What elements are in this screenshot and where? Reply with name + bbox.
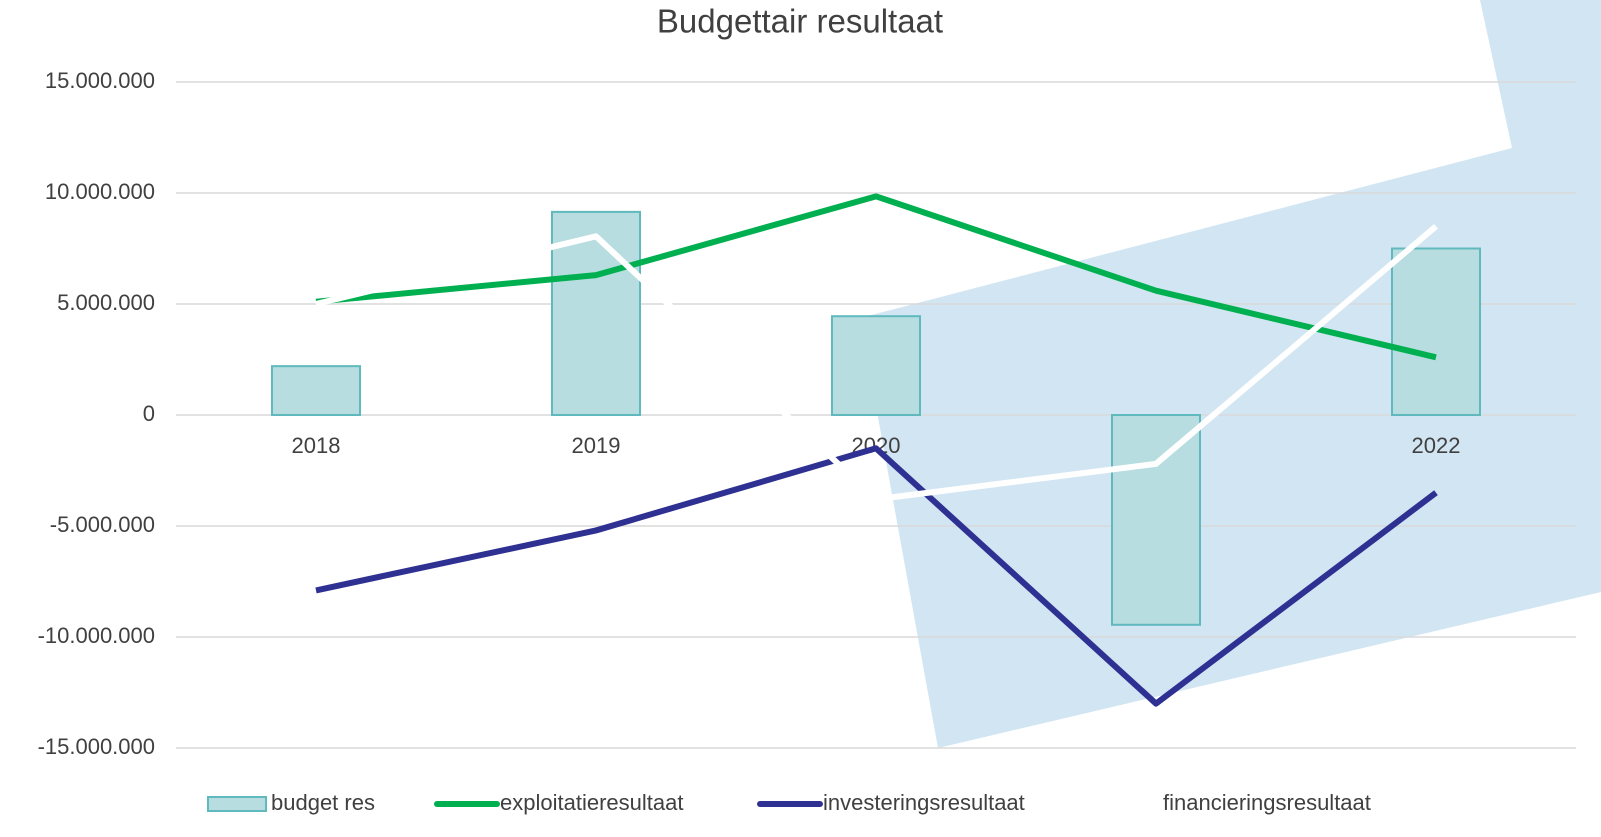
line bbox=[315, 445, 1438, 707]
y-tick-label: -5.000.000 bbox=[50, 512, 155, 537]
background-shape bbox=[860, 0, 1601, 748]
y-tick-label: 5.000.000 bbox=[57, 290, 155, 315]
legend-label: exploitatieresultaat bbox=[500, 790, 683, 815]
legend-swatch bbox=[207, 796, 267, 812]
x-tick-label: 2018 bbox=[292, 433, 341, 458]
y-tick-label: 15.000.000 bbox=[45, 68, 155, 93]
y-tick-label: 10.000.000 bbox=[45, 179, 155, 204]
legend-label: financieringsresultaat bbox=[1163, 790, 1371, 815]
x-tick-label: 2022 bbox=[1412, 433, 1461, 458]
legend-label: budget res bbox=[271, 790, 375, 815]
x-tick-label: 2019 bbox=[572, 433, 621, 458]
legend-label: investeringsresultaat bbox=[823, 790, 1025, 815]
y-tick-label: -10.000.000 bbox=[38, 623, 155, 648]
bar bbox=[1391, 247, 1481, 416]
y-tick-label: 0 bbox=[143, 401, 155, 426]
chart-title: Budgettair resultaat bbox=[657, 3, 943, 40]
bar bbox=[271, 365, 361, 417]
line bbox=[315, 193, 1437, 361]
line bbox=[315, 224, 1438, 503]
y-tick-label: -15.000.000 bbox=[38, 734, 155, 759]
bar bbox=[831, 315, 921, 416]
bar bbox=[1111, 414, 1201, 626]
